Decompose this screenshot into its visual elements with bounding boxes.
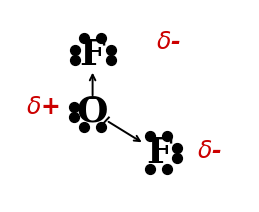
Point xyxy=(82,37,86,40)
Text: $\delta$+: $\delta$+ xyxy=(26,95,59,119)
Point xyxy=(165,167,169,171)
Point xyxy=(73,48,77,52)
Point xyxy=(109,58,113,62)
Point xyxy=(175,146,179,149)
Point xyxy=(82,125,86,128)
Point xyxy=(109,48,113,52)
Point xyxy=(71,115,76,119)
Text: F: F xyxy=(80,38,105,72)
Text: F: F xyxy=(146,136,172,170)
Point xyxy=(99,125,103,128)
Text: $\delta$-: $\delta$- xyxy=(156,30,181,54)
Text: O: O xyxy=(77,95,108,129)
Point xyxy=(71,105,76,109)
Point xyxy=(99,37,103,40)
Point xyxy=(165,135,169,138)
Point xyxy=(148,135,153,138)
Point xyxy=(148,167,153,171)
Point xyxy=(175,156,179,160)
Point xyxy=(73,58,77,62)
Text: $\delta$-: $\delta$- xyxy=(197,139,221,163)
